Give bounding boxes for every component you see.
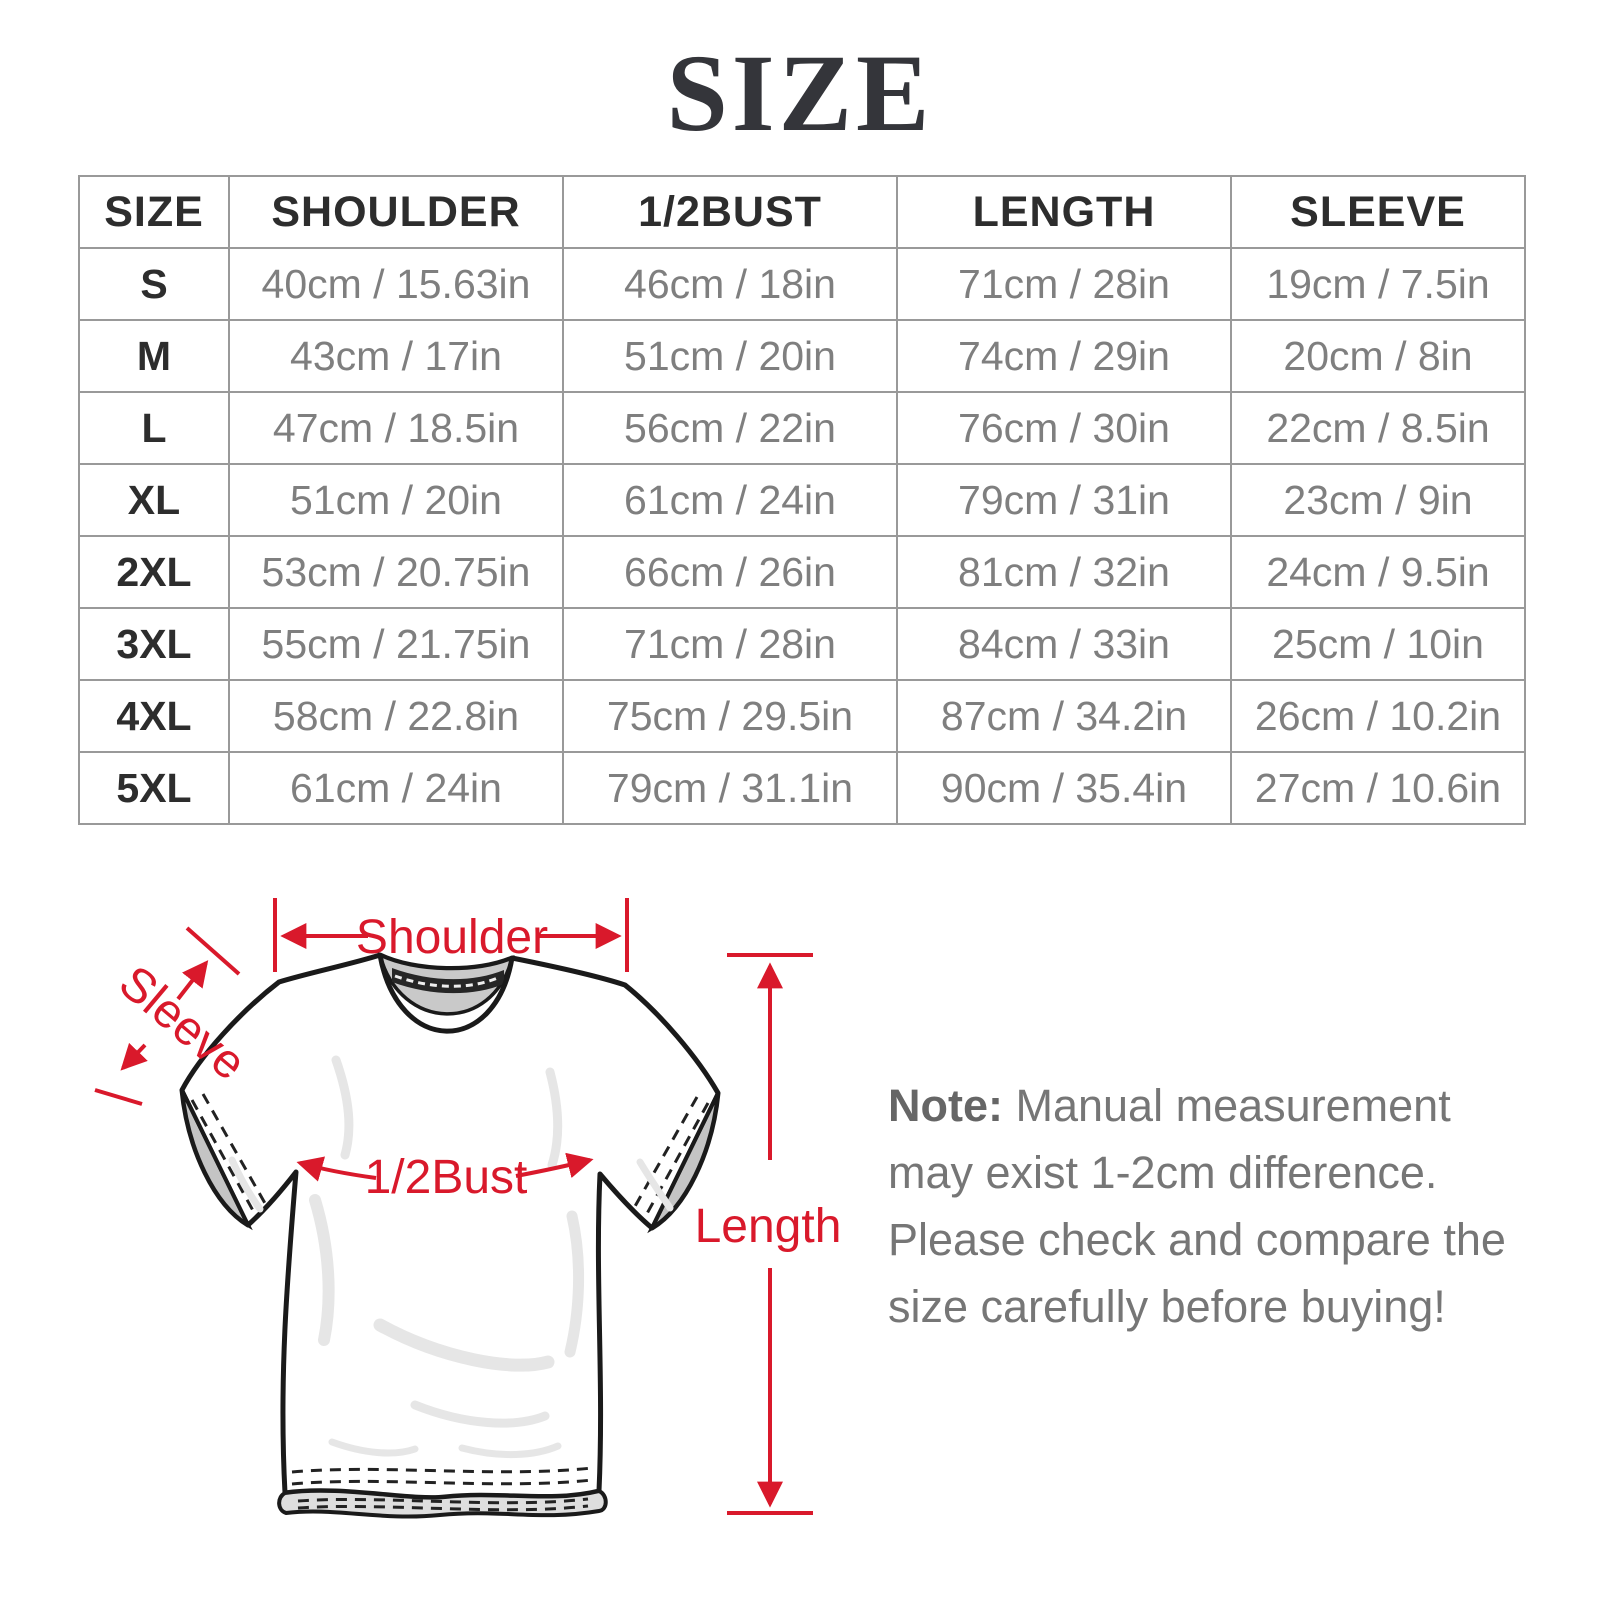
left-cuff-stitch — [190, 1099, 258, 1217]
shoulder-label: Shoulder — [356, 911, 548, 964]
cell-size: S — [78, 247, 230, 321]
cell-bust: 71cm / 28in — [562, 607, 898, 681]
cell-sleeve: 27cm / 10.6in — [1230, 751, 1526, 825]
cell-length: 79cm / 31in — [896, 463, 1232, 537]
col-header-shoulder: SHOULDER — [228, 175, 564, 249]
collar-tape-stitch — [394, 974, 501, 988]
table-row: 2XL 53cm / 20.75in 66cm / 26in 81cm / 32… — [78, 535, 1526, 609]
cell-length: 71cm / 28in — [896, 247, 1232, 321]
size-table-body: S 40cm / 15.63in 46cm / 18in 71cm / 28in… — [78, 247, 1526, 825]
table-row: 5XL 61cm / 24in 79cm / 31.1in 90cm / 35.… — [78, 751, 1526, 825]
cell-bust: 51cm / 20in — [562, 319, 898, 393]
left-cuff-edge — [180, 1089, 250, 1226]
bust-label: 1/2Bust — [365, 1151, 528, 1204]
cell-sleeve: 19cm / 7.5in — [1230, 247, 1526, 321]
size-table: SIZE SHOULDER 1/2BUST LENGTH SLEEVE S 40… — [78, 175, 1526, 825]
cell-shoulder: 58cm / 22.8in — [228, 679, 564, 753]
tshirt-drawing — [179, 951, 721, 1519]
cell-size: 4XL — [78, 679, 230, 753]
cell-size: L — [78, 391, 230, 465]
page-title: SIZE — [666, 32, 934, 154]
cell-size: XL — [78, 463, 230, 537]
shoulder-annotation: Shoulder — [273, 898, 629, 972]
note-body: Manual measurement may exist 1-2cm diffe… — [888, 1080, 1506, 1332]
fabric-wrinkles — [228, 1055, 674, 1458]
hem-stitch — [291, 1466, 593, 1474]
left-cuff-stitch — [201, 1093, 268, 1206]
length-label: Length — [695, 1200, 842, 1253]
cell-shoulder: 43cm / 17in — [228, 319, 564, 393]
sleeve-annotation: Sleeve — [94, 926, 255, 1106]
length-annotation: Length — [695, 953, 842, 1515]
cell-length: 74cm / 29in — [896, 319, 1232, 393]
cell-length: 87cm / 34.2in — [896, 679, 1232, 753]
measurement-note: Note: Manual measurement may exist 1-2cm… — [888, 1072, 1506, 1340]
col-header-size: SIZE — [78, 175, 230, 249]
note-prefix: Note: — [888, 1080, 1003, 1131]
table-row: S 40cm / 15.63in 46cm / 18in 71cm / 28in… — [78, 247, 1526, 321]
col-header-bust: 1/2BUST — [562, 175, 898, 249]
right-cuff-stitch — [632, 1096, 699, 1209]
collar-outer-line — [377, 954, 515, 1034]
table-row: 4XL 58cm / 22.8in 75cm / 29.5in 87cm / 3… — [78, 679, 1526, 753]
cell-bust: 75cm / 29.5in — [562, 679, 898, 753]
cell-sleeve: 24cm / 9.5in — [1230, 535, 1526, 609]
cell-size: 2XL — [78, 535, 230, 609]
cell-bust: 66cm / 26in — [562, 535, 898, 609]
right-cuff-edge — [650, 1092, 720, 1229]
cell-size: 3XL — [78, 607, 230, 681]
table-row: M 43cm / 17in 51cm / 20in 74cm / 29in 20… — [78, 319, 1526, 393]
cell-length: 76cm / 30in — [896, 391, 1232, 465]
table-row: XL 51cm / 20in 61cm / 24in 79cm / 31in 2… — [78, 463, 1526, 537]
tshirt-measurement-diagram: Shoulder Sleeve 1/2Bust Length — [94, 898, 842, 1519]
cell-shoulder: 51cm / 20in — [228, 463, 564, 537]
cell-size: M — [78, 319, 230, 393]
cell-sleeve: 23cm / 9in — [1230, 463, 1526, 537]
cell-sleeve: 25cm / 10in — [1230, 607, 1526, 681]
bust-annotation: 1/2Bust — [296, 1151, 594, 1204]
cell-bust: 46cm / 18in — [562, 247, 898, 321]
hem-band-stitch — [297, 1504, 589, 1512]
cell-bust: 79cm / 31.1in — [562, 751, 898, 825]
cell-shoulder: 53cm / 20.75in — [228, 535, 564, 609]
hem-band — [277, 1488, 608, 1519]
cell-shoulder: 61cm / 24in — [228, 751, 564, 825]
cell-shoulder: 47cm / 18.5in — [228, 391, 564, 465]
table-header-row: SIZE SHOULDER 1/2BUST LENGTH SLEEVE — [78, 175, 1526, 249]
hem-band-stitch — [297, 1497, 589, 1505]
cell-sleeve: 26cm / 10.2in — [1230, 679, 1526, 753]
right-cuff-stitch — [642, 1102, 710, 1220]
collar-tape — [392, 968, 504, 994]
cell-bust: 61cm / 24in — [562, 463, 898, 537]
cell-shoulder: 55cm / 21.75in — [228, 607, 564, 681]
cell-sleeve: 20cm / 8in — [1230, 319, 1526, 393]
col-header-length: LENGTH — [896, 175, 1232, 249]
cell-length: 81cm / 32in — [896, 535, 1232, 609]
cell-shoulder: 40cm / 15.63in — [228, 247, 564, 321]
cell-bust: 56cm / 22in — [562, 391, 898, 465]
table-row: L 47cm / 18.5in 56cm / 22in 76cm / 30in … — [78, 391, 1526, 465]
table-row: 3XL 55cm / 21.75in 71cm / 28in 84cm / 33… — [78, 607, 1526, 681]
cell-length: 84cm / 33in — [896, 607, 1232, 681]
cell-size: 5XL — [78, 751, 230, 825]
col-header-sleeve: SLEEVE — [1230, 175, 1526, 249]
hem-stitch — [291, 1478, 593, 1486]
cell-sleeve: 22cm / 8.5in — [1230, 391, 1526, 465]
cell-length: 90cm / 35.4in — [896, 751, 1232, 825]
